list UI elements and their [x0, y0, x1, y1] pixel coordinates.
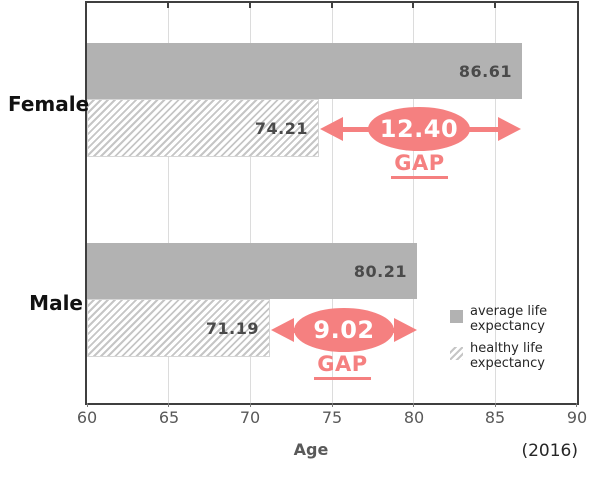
healthy-life-swatch-icon — [450, 347, 463, 360]
top-tick-80 — [412, 3, 414, 8]
bottom-tick-80 — [413, 403, 414, 407]
female-gap-label: GAP — [391, 151, 448, 179]
legend-average-line1: average life — [470, 304, 548, 319]
x-tick-80: 80 — [403, 408, 425, 427]
top-tick-65 — [167, 3, 169, 8]
female-gap-value: 12.40 — [379, 115, 459, 143]
x-tick-90: 90 — [566, 408, 588, 427]
female-gap-arrow-left — [320, 117, 343, 141]
bottom-tick-70 — [250, 403, 251, 407]
bar-female-average: 86.61 — [87, 43, 522, 99]
male-gap-ellipse: 9.02 — [294, 308, 394, 352]
legend-healthy-line1: healthy life — [470, 341, 543, 356]
x-tick-75: 75 — [321, 408, 343, 427]
gridline-75 — [332, 3, 333, 403]
gridline-85 — [495, 3, 496, 403]
bottom-tick-75 — [332, 403, 333, 407]
value-male-healthy: 71.19 — [205, 318, 259, 338]
x-axis-title: Age — [293, 440, 329, 459]
legend-item-average: average life expectancy — [450, 304, 570, 334]
gridline-70 — [250, 3, 251, 403]
bottom-tick-85 — [495, 403, 496, 407]
male-gap-value: 9.02 — [313, 316, 375, 344]
year-note: (2016) — [521, 441, 578, 461]
bar-female-healthy: 74.21 — [87, 99, 319, 157]
x-tick-70: 70 — [239, 408, 261, 427]
female-gap-arrow-right — [498, 117, 521, 141]
category-label-female: Female — [8, 92, 90, 116]
legend-average-text: average life expectancy — [470, 304, 547, 334]
plot-area: 86.61 74.21 80.21 71.19 — [85, 1, 579, 405]
value-male-average: 80.21 — [353, 261, 407, 281]
value-female-average: 86.61 — [458, 61, 512, 81]
average-life-swatch-icon — [450, 310, 463, 323]
male-gap-arrow-left — [271, 318, 294, 342]
gridline-80 — [413, 3, 414, 403]
legend-average-line2: expectancy — [470, 319, 546, 334]
male-gap-label: GAP — [314, 352, 371, 380]
male-gap-arrow-right — [394, 318, 417, 342]
top-tick-85 — [494, 3, 496, 8]
x-tick-65: 65 — [158, 408, 180, 427]
bar-male-average: 80.21 — [87, 243, 417, 299]
bottom-tick-60 — [87, 403, 88, 407]
gridline-65 — [168, 3, 169, 403]
top-tick-70 — [249, 3, 251, 8]
female-gap-ellipse: 12.40 — [368, 107, 470, 151]
x-tick-60: 60 — [76, 408, 98, 427]
legend-healthy-text: healthy life expectancy — [470, 341, 545, 371]
bottom-tick-65 — [168, 403, 169, 407]
bottom-tick-90 — [576, 403, 577, 407]
x-tick-85: 85 — [484, 408, 506, 427]
top-tick-75 — [331, 3, 333, 8]
legend-item-healthy: healthy life expectancy — [450, 341, 570, 371]
value-female-healthy: 74.21 — [254, 118, 308, 138]
legend-healthy-line2: expectancy — [470, 356, 546, 371]
bar-male-healthy: 71.19 — [87, 299, 270, 357]
category-label-male: Male — [29, 291, 83, 315]
